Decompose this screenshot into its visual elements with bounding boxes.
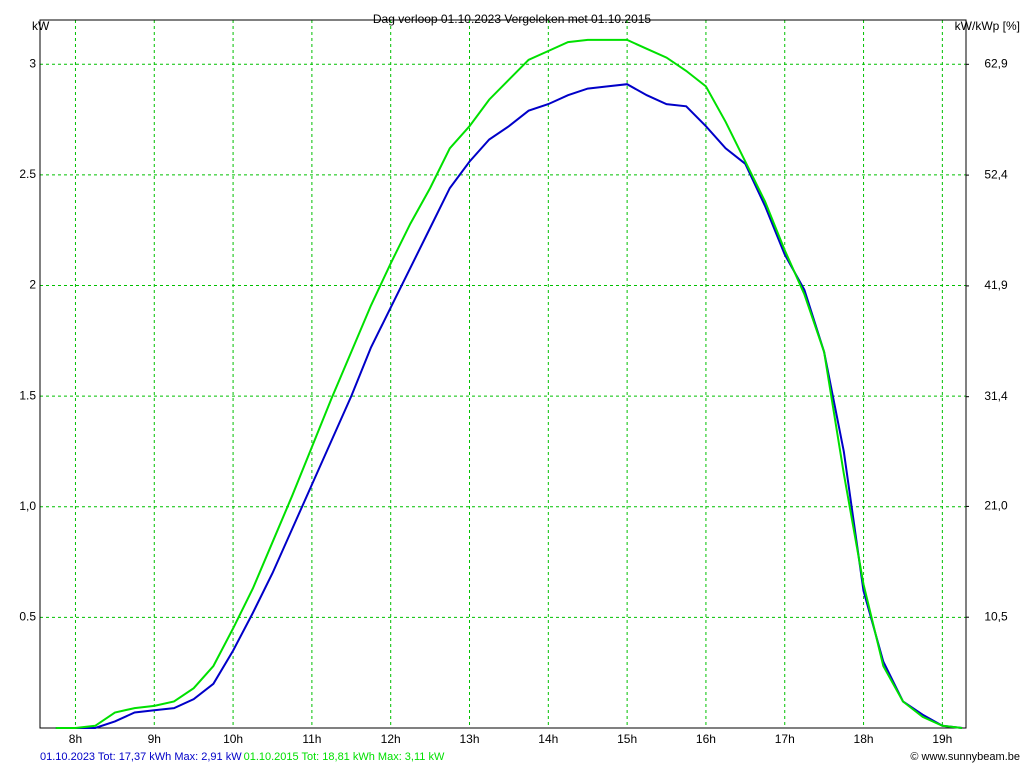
y2-tick-label: 21,0 xyxy=(984,499,1008,513)
x-tick-label: 16h xyxy=(696,732,716,746)
footer: © www.sunnybeam.be xyxy=(910,751,1020,763)
y2-tick-label: 52,4 xyxy=(984,167,1008,181)
y-tick-label: 1,0 xyxy=(19,499,36,513)
x-tick-label: 9h xyxy=(148,732,161,746)
y-tick-label: 0.5 xyxy=(19,610,36,624)
x-tick-label: 15h xyxy=(617,732,637,746)
y2-tick-label: 62,9 xyxy=(984,56,1008,70)
y-tick-label: 1.5 xyxy=(19,388,36,402)
x-tick-label: 10h xyxy=(223,732,243,746)
plot-border xyxy=(39,19,967,729)
x-tick-label: 17h xyxy=(775,732,795,746)
x-tick-label: 13h xyxy=(459,732,479,746)
series-line xyxy=(55,38,963,729)
y-tick-label: 2.5 xyxy=(19,167,36,181)
x-tick-label: 14h xyxy=(538,732,558,746)
y2-tick-label: 10,5 xyxy=(984,609,1008,623)
y-tick-label: 2 xyxy=(29,278,36,292)
x-tick-label: 19h xyxy=(932,732,952,746)
x-tick-label: 18h xyxy=(854,732,874,746)
y2-tick-label: 41,9 xyxy=(984,278,1008,292)
x-tick-label: 12h xyxy=(381,732,401,746)
y2-axis-label: kW/kWp [%] xyxy=(955,19,1020,33)
chart-title: Dag verloop 01.10.2023 Vergeleken met 01… xyxy=(373,12,652,26)
y2-tick-label: 31,4 xyxy=(984,389,1008,403)
x-tick-label: 8h xyxy=(69,732,82,746)
y-tick-label: 3 xyxy=(29,56,36,70)
y-axis-label: kW xyxy=(32,19,50,33)
legend-entry: 01.10.2015 Tot: 18,81 kWh Max: 3,11 kW xyxy=(244,751,445,763)
legend-entry: 01.10.2023 Tot: 17,37 kWh Max: 2,91 kW xyxy=(40,751,242,763)
x-tick-label: 11h xyxy=(302,732,321,746)
